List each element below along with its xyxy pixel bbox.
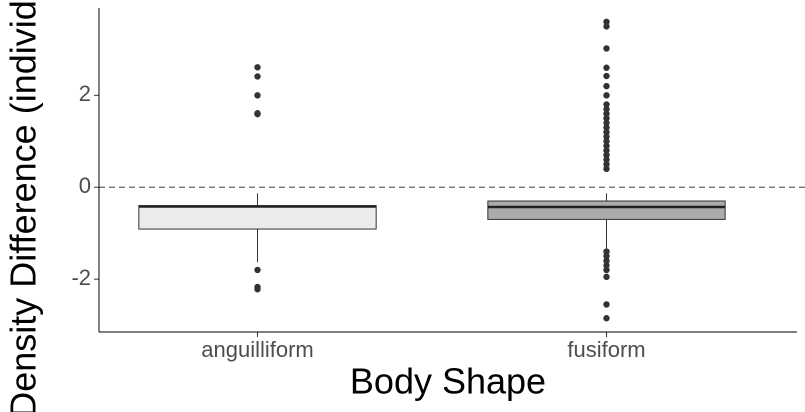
outlier (603, 101, 610, 108)
outlier (603, 147, 610, 154)
outlier (603, 138, 610, 145)
outlier (254, 286, 261, 293)
outlier (603, 156, 610, 163)
outlier (603, 64, 610, 71)
outlier (603, 119, 610, 127)
outlier (603, 266, 610, 274)
outlier (603, 161, 610, 168)
outlier (603, 301, 610, 308)
outlier (603, 315, 610, 322)
outlier (603, 151, 610, 159)
outlier (254, 110, 261, 117)
outlier (603, 128, 610, 136)
y-axis-title: Density Difference (individuals) (3, 0, 44, 412)
outlier (603, 248, 610, 255)
outlier (603, 257, 610, 264)
x-tick-label: anguilliform (201, 337, 314, 362)
outlier (603, 105, 610, 113)
x-axis-title: Body Shape (350, 361, 546, 402)
outlier (603, 124, 610, 131)
outlier (603, 72, 610, 80)
outlier (603, 18, 610, 25)
outlier (603, 92, 610, 99)
outlier (254, 73, 261, 80)
outlier (603, 110, 610, 117)
box (138, 205, 377, 230)
outlier (603, 133, 610, 140)
outlier (603, 142, 610, 150)
y-tick-label: 0 (79, 173, 91, 198)
outlier (254, 64, 261, 71)
outlier (254, 266, 261, 274)
outlier (603, 165, 610, 173)
box (487, 200, 726, 220)
outlier (603, 273, 610, 281)
outlier (603, 82, 610, 90)
outlier (603, 115, 610, 122)
outlier (254, 92, 261, 99)
outlier (603, 262, 610, 269)
outlier (603, 252, 610, 260)
outlier (603, 45, 610, 52)
outlier (603, 23, 610, 30)
y-tick-label: -2 (71, 265, 91, 290)
y-tick-label: 2 (79, 81, 91, 106)
x-tick-label: fusiform (567, 337, 645, 362)
